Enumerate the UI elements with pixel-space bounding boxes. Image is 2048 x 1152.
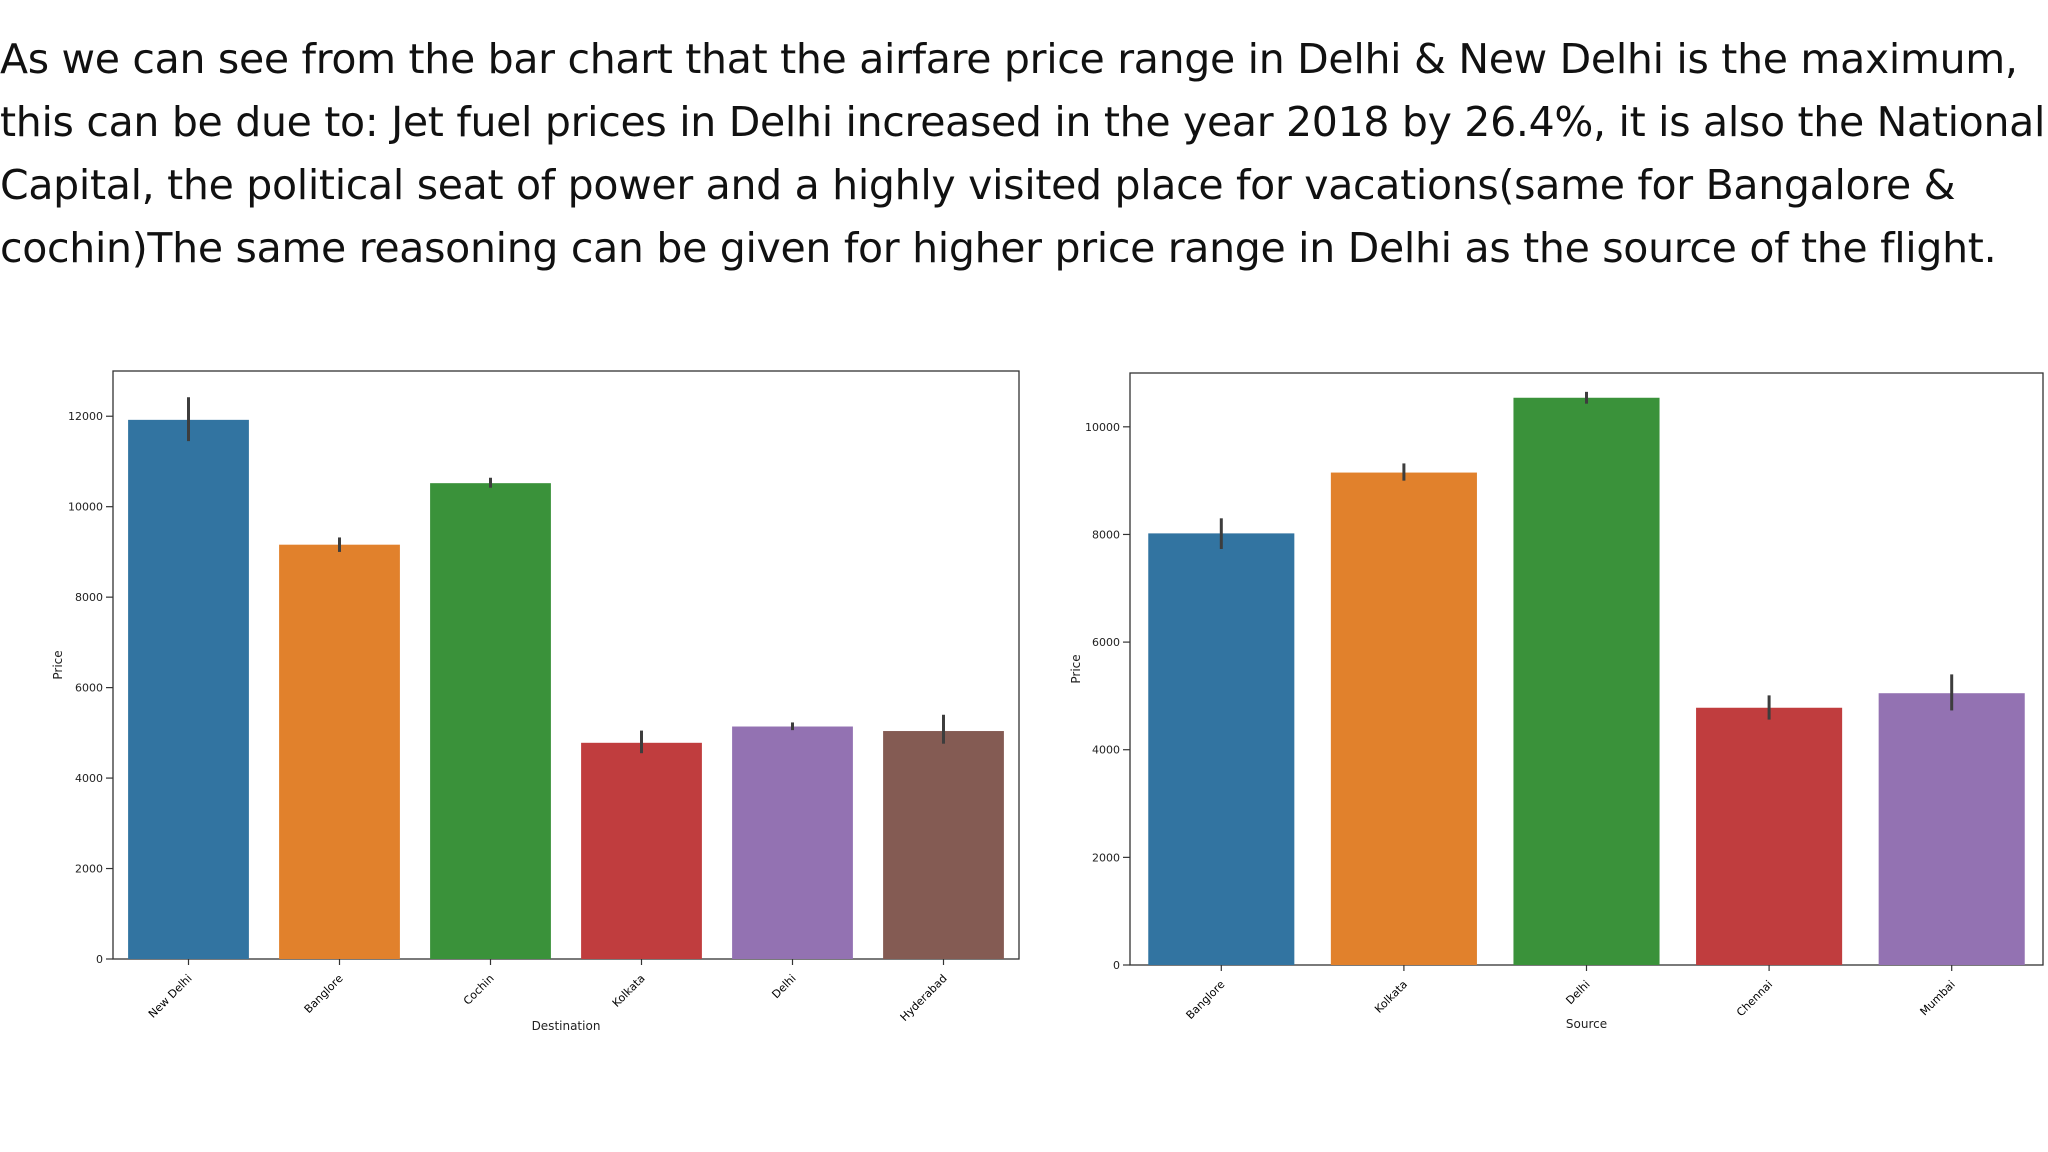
y-tick-label: 6000 [1092, 636, 1120, 649]
x-tick-label: Kolkata [1372, 978, 1410, 1016]
y-axis-label: Price [51, 650, 65, 679]
bar-banglore [1148, 533, 1295, 965]
y-tick: 6000 [1092, 636, 1130, 649]
y-tick: 2000 [75, 863, 113, 876]
x-axis-label: Source [1566, 1017, 1607, 1031]
y-tick: 12000 [68, 410, 113, 423]
x-tick-label: Mumbai [1918, 978, 1958, 1018]
bar-delhi [1513, 397, 1660, 966]
y-tick-label: 0 [1113, 959, 1120, 972]
x-tick-label: Chennai [1734, 978, 1775, 1019]
y-tick: 2000 [1092, 851, 1130, 864]
y-tick: 4000 [1092, 744, 1130, 757]
y-tick-label: 10000 [68, 501, 103, 514]
y-axis-label: Price [1069, 654, 1083, 683]
bar-mumbai [1878, 693, 2025, 965]
bar-cochin [430, 483, 551, 959]
y-tick: 6000 [75, 682, 113, 695]
x-tick-label: Banglore [1184, 978, 1228, 1022]
bar-banglore [279, 544, 400, 959]
y-tick: 0 [1113, 959, 1130, 972]
bar-new-delhi [128, 419, 249, 959]
y-tick: 8000 [75, 591, 113, 604]
plot-frame [112, 370, 1020, 960]
y-tick: 10000 [68, 501, 113, 514]
bar-hyderabad [883, 731, 1004, 959]
y-tick: 10000 [1085, 421, 1130, 434]
bar-delhi [732, 726, 853, 959]
y-tick: 0 [96, 953, 113, 966]
y-tick-label: 6000 [75, 682, 103, 695]
y-tick-label: 2000 [75, 863, 103, 876]
y-tick-label: 12000 [68, 410, 103, 423]
x-tick-label: Delhi [1563, 978, 1592, 1007]
bar-kolkata [581, 742, 702, 959]
description-paragraph: As we can see from the bar chart that th… [0, 35, 2046, 272]
y-tick-label: 10000 [1085, 421, 1120, 434]
bar-kolkata [1330, 472, 1477, 965]
y-tick-label: 4000 [75, 772, 103, 785]
y-tick-label: 4000 [1092, 744, 1120, 757]
y-tick: 4000 [75, 772, 113, 785]
y-tick-label: 0 [96, 953, 103, 966]
y-tick-label: 8000 [1092, 528, 1120, 541]
x-axis-label: Destination [532, 1019, 601, 1033]
y-tick: 8000 [1092, 528, 1130, 541]
y-tick-label: 2000 [1092, 851, 1120, 864]
bar-chennai [1696, 707, 1843, 965]
y-tick-label: 8000 [75, 591, 103, 604]
